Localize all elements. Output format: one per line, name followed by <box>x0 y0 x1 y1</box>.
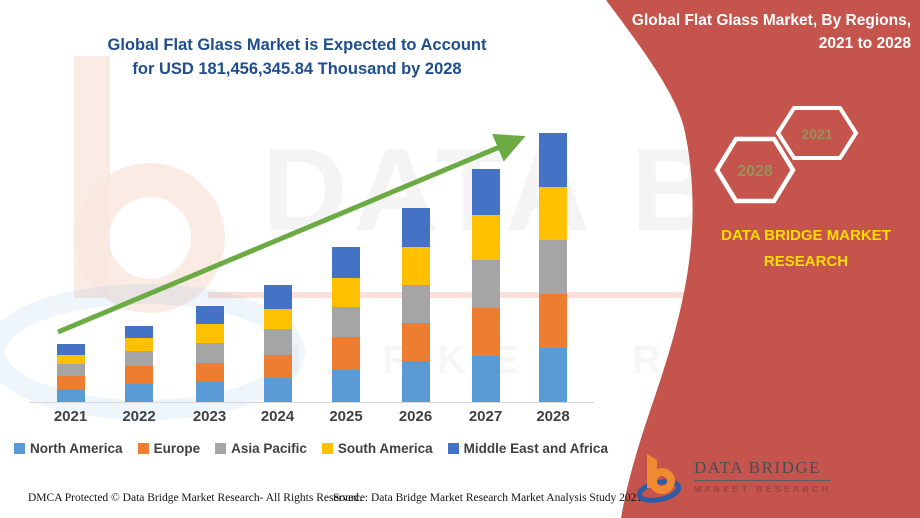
bar-segment-2028-south-america <box>539 187 567 240</box>
chart-title-line1: Global Flat Glass Market is Expected to … <box>107 36 487 54</box>
legend-label: Europe <box>153 441 201 456</box>
bar-segment-2024-europe <box>263 354 292 378</box>
bar-segment-2028-europe <box>539 293 567 348</box>
side-panel-heading: Global Flat Glass Market, By Regions, 20… <box>611 9 911 55</box>
legend-swatch-icon <box>14 443 26 454</box>
legend-label: North America <box>30 441 123 456</box>
bar-segment-2021-middle-east-and-africa <box>56 343 85 355</box>
bar-segment-2026-north-america <box>401 360 430 402</box>
bar-segment-2022-north-america <box>125 383 153 402</box>
hexagon-2021-icon <box>775 106 859 160</box>
bar-segment-2028-asia-pacific <box>539 239 567 294</box>
bar-segment-2027-asia-pacific <box>471 259 500 308</box>
dbmr-logo-subtitle: MARKET RESEARCH <box>694 484 832 494</box>
chart-title-line2: for USD 181,456,345.84 Thousand by 2028 <box>132 60 462 78</box>
side-panel-heading-line2: 2021 to 2028 <box>818 35 911 52</box>
legend-label: Asia Pacific <box>231 441 307 456</box>
bar-segment-2027-middle-east-and-africa <box>471 168 500 215</box>
bar-segment-2027-south-america <box>471 214 500 260</box>
brand-text-line2: RESEARCH <box>763 253 849 270</box>
bar-segment-2028-middle-east-and-africa <box>539 133 567 188</box>
bar-segment-2021-south-america <box>56 354 85 364</box>
chart-legend: North America Europe Asia Pacific South Ame… <box>14 441 608 456</box>
dbmr-logo-name: DATA BRIDGE <box>694 458 832 481</box>
legend-item-middle-east-and-africa: Middle East and Africa <box>447 441 608 456</box>
hexagon-2028-icon <box>714 136 796 204</box>
bar-segment-2026-asia-pacific <box>401 284 430 323</box>
x-axis-label-2024: 2024 <box>260 408 295 425</box>
bar-segment-2025-south-america <box>332 277 360 307</box>
x-axis-label-2027: 2027 <box>468 408 503 425</box>
bar-segment-2024-asia-pacific <box>263 328 292 355</box>
x-axis-line <box>30 402 594 403</box>
bar-segment-2026-south-america <box>401 246 430 285</box>
bar-segment-2023-asia-pacific <box>195 342 224 363</box>
dbmr-logo: DATA BRIDGE MARKET RESEARCH <box>636 450 832 504</box>
x-axis-label-2026: 2026 <box>398 408 433 425</box>
legend-item-europe: Europe <box>137 441 201 456</box>
footer-dmca-text: DMCA Protected © Data Bridge Market Rese… <box>28 492 362 504</box>
legend-swatch-icon <box>321 443 333 454</box>
legend-item-north-america: North America <box>14 441 123 456</box>
legend-swatch-icon <box>447 443 459 454</box>
dbmr-logo-icon <box>636 454 682 503</box>
side-panel-heading-line1: Global Flat Glass Market, By Regions, <box>631 12 911 29</box>
bar-segment-2025-north-america <box>332 369 360 402</box>
bar-segment-2022-south-america <box>125 337 153 351</box>
bar-segment-2027-north-america <box>471 355 500 402</box>
bar-segment-2025-middle-east-and-africa <box>332 246 360 278</box>
bar-segment-2022-europe <box>125 365 153 384</box>
brand-text-line1: DATA BRIDGE MARKET <box>721 227 891 244</box>
hexagon-badges: 2028 2021 <box>714 106 859 204</box>
x-axis-label-2025: 2025 <box>329 408 363 425</box>
bar-segment-2023-north-america <box>195 381 224 402</box>
legend-label: Middle East and Africa <box>463 441 608 456</box>
footer-source-text: Source: Data Bridge Market Research Mark… <box>333 492 643 504</box>
x-axis-label-2021: 2021 <box>53 408 88 425</box>
bar-segment-2022-asia-pacific <box>125 350 153 366</box>
x-axis-label-2022: 2022 <box>122 408 156 425</box>
bar-segment-2021-europe <box>56 375 85 389</box>
x-axis-label-2028: 2028 <box>536 408 570 425</box>
bar-segment-2024-middle-east-and-africa <box>263 284 292 309</box>
hexagon-2028-label: 2028 <box>737 163 773 180</box>
legend-item-asia-pacific: Asia Pacific <box>215 441 307 456</box>
x-axis-label-2023: 2023 <box>192 408 227 425</box>
bar-segment-2025-asia-pacific <box>332 306 360 337</box>
bar-segment-2026-middle-east-and-africa <box>401 208 430 247</box>
bar-segment-2026-europe <box>401 322 430 361</box>
bar-segment-2023-south-america <box>195 323 224 343</box>
legend-swatch-icon <box>137 443 149 454</box>
bar-segment-2023-europe <box>195 362 224 382</box>
hexagon-2021-label: 2021 <box>801 126 832 142</box>
bar-segment-2021-north-america <box>56 388 85 402</box>
bar-segment-2022-middle-east-and-africa <box>125 325 153 338</box>
bar-segment-2025-europe <box>332 336 360 370</box>
bar-segment-2024-north-america <box>263 377 292 402</box>
bar-segment-2027-europe <box>471 307 500 356</box>
legend-label: South America <box>337 441 433 456</box>
bar-segment-2021-asia-pacific <box>56 363 85 376</box>
side-panel-shape <box>606 0 920 518</box>
side-panel-brand-text: DATA BRIDGE MARKET RESEARCH <box>700 223 912 275</box>
chart-title: Global Flat Glass Market is Expected to … <box>92 33 502 81</box>
legend-swatch-icon <box>215 443 227 454</box>
bar-segment-2028-north-america <box>539 347 567 402</box>
legend-item-south-america: South America <box>321 441 433 456</box>
bar-segment-2024-south-america <box>263 308 292 329</box>
